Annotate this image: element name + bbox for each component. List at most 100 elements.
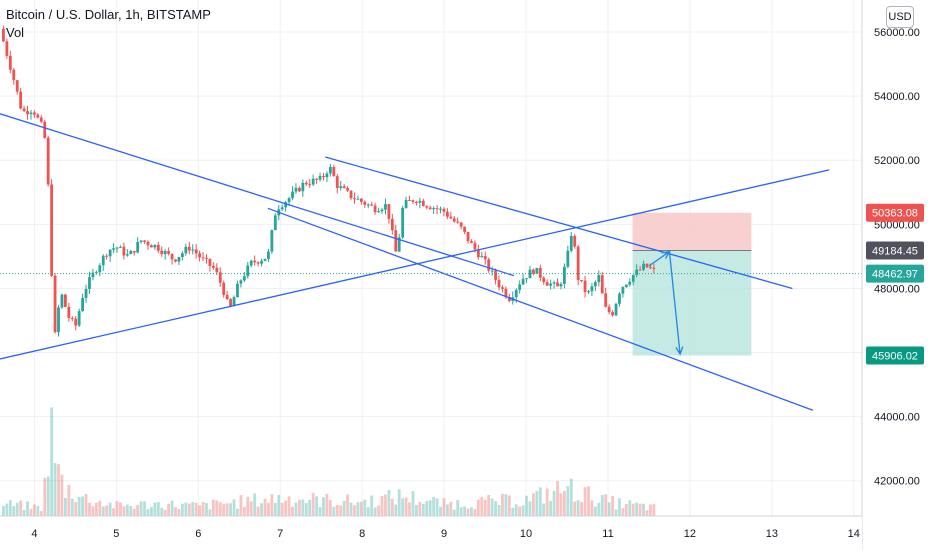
volume-bar-163 — [562, 490, 566, 516]
volume-bar-6 — [22, 509, 26, 516]
volume-bar-83 — [287, 496, 291, 516]
volume-bar-78 — [270, 494, 274, 516]
candle-body-146 — [504, 288, 508, 297]
candle-body-73 — [253, 260, 257, 263]
candle-body-90 — [311, 178, 315, 185]
candle-body-84 — [291, 191, 294, 199]
candle-body-64 — [222, 282, 226, 295]
candle-body-29 — [101, 255, 105, 266]
candle-body-97 — [335, 176, 339, 188]
candle-body-61 — [211, 265, 215, 268]
take-profit-zone — [632, 250, 752, 356]
candle-body-105 — [363, 201, 367, 205]
candle-body-172 — [593, 282, 597, 287]
volume-bar-117 — [404, 497, 408, 516]
volume-bar-182 — [628, 500, 632, 516]
volume-bar-68 — [236, 508, 239, 516]
volume-bar-123 — [425, 500, 429, 516]
volume-bar-93 — [322, 497, 325, 516]
volume-bar-87 — [301, 499, 305, 516]
volume-bar-141 — [487, 495, 491, 516]
candle-body-124 — [428, 207, 432, 210]
volume-bar-51 — [177, 508, 181, 516]
y-tick-label-7: 56000.00 — [874, 27, 920, 39]
target-label: 45906.02 — [872, 351, 918, 363]
candle-body-67 — [232, 297, 236, 307]
candle-body-139 — [480, 256, 484, 258]
last-price-label: 48462.97 — [872, 269, 918, 281]
candle-body-79 — [273, 215, 277, 231]
candle-body-145 — [501, 287, 504, 289]
candle-body-108 — [373, 205, 377, 213]
volume-bar-125 — [432, 497, 436, 516]
candle-body-7 — [26, 111, 29, 115]
volume-indicator-label[interactable]: Vol — [6, 25, 25, 40]
candle-body-38 — [132, 250, 136, 253]
candle-body-104 — [359, 198, 363, 202]
volume-bar-186 — [642, 503, 645, 516]
volume-bar-183 — [631, 503, 635, 516]
currency-button[interactable]: USD — [886, 6, 914, 28]
candle-body-46 — [160, 250, 164, 255]
candle-body-91 — [315, 178, 319, 180]
candle-body-72 — [249, 260, 253, 266]
candle-body-127 — [439, 208, 442, 210]
candle-body-40 — [139, 240, 143, 242]
volume-bar-156 — [538, 487, 542, 516]
volume-bar-118 — [408, 502, 411, 516]
candle-body-14 — [50, 184, 54, 276]
candle-body-126 — [435, 208, 439, 210]
candle-body-75 — [260, 260, 263, 264]
volume-bar-15 — [53, 463, 57, 516]
candle-body-10 — [36, 114, 40, 118]
candle-body-137 — [473, 242, 477, 250]
volume-bar-106 — [366, 507, 370, 516]
candle-body-33 — [115, 247, 119, 249]
stop-loss-label: 50363.08 — [872, 208, 918, 220]
candle-body-69 — [239, 280, 243, 284]
time-axis[interactable]: 4 5 6 7 8 9 10 11 12 13 14 — [0, 515, 862, 550]
candle-body-111 — [384, 204, 387, 210]
candle-body-1 — [5, 41, 9, 56]
candle-body-18 — [63, 294, 67, 307]
volume-bar-32 — [112, 508, 115, 516]
volume-bar-25 — [88, 502, 91, 516]
volume-bar-171 — [590, 500, 594, 516]
candle-body-147 — [507, 296, 511, 301]
volume-bar-124 — [428, 500, 432, 516]
volume-bar-151 — [521, 505, 525, 516]
symbol-title[interactable]: Bitcoin / U.S. Dollar, 1h, BITSTAMP — [6, 7, 211, 22]
candle-body-169 — [583, 280, 587, 292]
candle-body-167 — [576, 246, 580, 280]
volume-bar-19 — [67, 484, 71, 516]
volume-bar-29 — [101, 506, 105, 516]
candle-body-6 — [22, 108, 26, 112]
volume-bar-101 — [349, 502, 353, 516]
candle-body-101 — [349, 190, 353, 199]
volume-bar-142 — [490, 498, 494, 516]
candle-body-150 — [518, 284, 522, 290]
candle-body-187 — [645, 263, 649, 268]
candle-body-134 — [463, 226, 466, 232]
entry-label: 49184.45 — [872, 245, 918, 257]
x-tick-label-0: 4 — [31, 528, 37, 540]
volume-bar-188 — [649, 504, 652, 516]
volume-bar-179 — [618, 498, 621, 516]
volume-bar-81 — [280, 502, 284, 516]
candle-body-77 — [267, 251, 270, 259]
candle-body-48 — [167, 251, 171, 254]
volume-bar-126 — [435, 498, 439, 516]
candle-body-19 — [67, 306, 71, 318]
candle-body-55 — [191, 249, 195, 251]
volume-bar-21 — [74, 501, 78, 516]
volume-bar-61 — [211, 499, 215, 516]
candle-body-130 — [449, 216, 453, 219]
trendlines[interactable] — [0, 113, 862, 411]
volume-bar-54 — [187, 503, 191, 516]
volume-bar-184 — [635, 502, 639, 516]
volume-bar-11 — [39, 511, 43, 516]
candle-body-5 — [19, 91, 23, 109]
candle-body-176 — [607, 306, 611, 313]
